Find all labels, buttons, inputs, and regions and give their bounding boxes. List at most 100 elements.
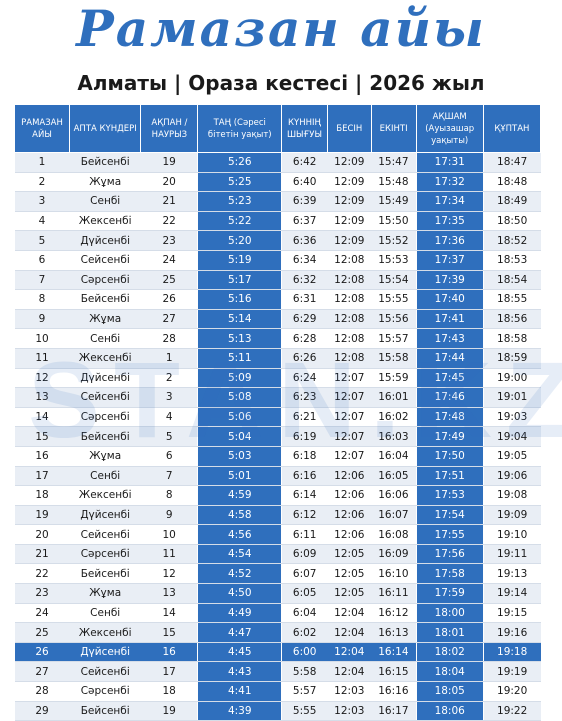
table-row: 10 Сенбі 28 5:13 6:28 12:08 15:57 17:43 18:58	[14, 328, 541, 349]
date-cell: 9	[140, 505, 198, 526]
noon-time-cell: 12:09	[327, 211, 372, 232]
sunrise-time-cell: 6:40	[281, 172, 328, 193]
dawn-time-cell: 5:16	[197, 289, 283, 310]
iftar-time-cell: 17:50	[415, 446, 484, 467]
afternoon-time-cell: 16:10	[371, 563, 417, 585]
weekday-cell: Дүйсенбі	[69, 230, 141, 251]
iftar-time-cell: 17:39	[415, 270, 484, 291]
night-time-cell: 18:59	[483, 348, 541, 369]
weekday-cell: Сейсенбі	[69, 661, 141, 683]
afternoon-time-cell: 15:55	[371, 289, 417, 310]
dawn-time-cell: 4:41	[197, 681, 283, 702]
sunrise-time-cell: 6:19	[281, 426, 328, 447]
table-row: 7 Сәрсенбі 25 5:17 6:32 12:08 15:54 17:39 18:54	[14, 270, 541, 291]
afternoon-time-cell: 16:07	[371, 505, 417, 526]
iftar-time-cell: 17:36	[415, 230, 484, 251]
ramadan-day-cell: 17	[14, 466, 70, 487]
iftar-time-cell: 18:06	[415, 701, 484, 721]
date-cell: 19	[140, 152, 198, 173]
afternoon-time-cell: 16:06	[371, 485, 417, 506]
weekday-cell: Сәрсенбі	[69, 407, 141, 428]
weekday-cell: Сенбі	[69, 191, 141, 212]
noon-time-cell: 12:04	[327, 603, 372, 624]
ramadan-day-cell: 22	[14, 563, 70, 585]
table-row: 13 Сейсенбі 3 5:08 6:23 12:07 16:01 17:46 19:01	[14, 387, 541, 408]
iftar-time-cell: 17:54	[415, 505, 484, 526]
sunrise-time-cell: 6:16	[281, 466, 328, 487]
night-time-cell: 19:03	[483, 407, 541, 428]
dawn-time-cell: 5:03	[197, 446, 283, 467]
table-row: 2 Жұма 20 5:25 6:40 12:09 15:48 17:32 18:48	[14, 172, 541, 193]
afternoon-time-cell: 16:12	[371, 603, 417, 624]
table-row: 21 Сәрсенбі 11 4:54 6:09 12:05 16:09 17:56 19:11	[14, 544, 541, 565]
table-row: 14 Сәрсенбі 4 5:06 6:21 12:07 16:02 17:48 19:03	[14, 407, 541, 428]
dawn-time-cell: 5:01	[197, 466, 283, 487]
sunrise-time-cell: 6:36	[281, 230, 328, 251]
night-time-cell: 19:15	[483, 603, 541, 624]
date-cell: 14	[140, 603, 198, 624]
noon-time-cell: 12:09	[327, 152, 372, 173]
afternoon-time-cell: 16:08	[371, 524, 417, 545]
iftar-time-cell: 18:00	[415, 603, 484, 624]
ramadan-day-cell: 29	[14, 701, 70, 721]
table-row: 26 Дүйсенбі 16 4:45 6:00 12:04 16:14 18:02 19:18	[14, 642, 541, 663]
table-header-row: РАМАЗАН АЙЫ АПТА КҮНДЕРІ АҚПАН / НАУРЫЗ …	[13, 104, 542, 153]
night-time-cell: 19:19	[483, 661, 541, 683]
afternoon-time-cell: 15:59	[371, 368, 417, 389]
table-row: 19 Дүйсенбі 9 4:58 6:12 12:06 16:07 17:54 19:09	[14, 505, 541, 526]
ramadan-day-cell: 9	[14, 309, 70, 330]
noon-time-cell: 12:04	[327, 642, 372, 663]
date-cell: 19	[140, 701, 198, 721]
noon-time-cell: 12:09	[327, 230, 372, 251]
night-time-cell: 19:01	[483, 387, 541, 408]
dawn-time-cell: 5:26	[197, 152, 283, 173]
sunrise-time-cell: 6:23	[281, 387, 328, 408]
dawn-time-cell: 4:43	[197, 661, 283, 683]
iftar-time-cell: 17:45	[415, 368, 484, 389]
noon-time-cell: 12:09	[327, 191, 372, 212]
afternoon-time-cell: 15:50	[371, 211, 417, 232]
dawn-time-cell: 5:22	[197, 211, 283, 232]
iftar-time-cell: 17:58	[415, 563, 484, 585]
header-ramadan-day: РАМАЗАН АЙЫ	[13, 104, 71, 153]
iftar-time-cell: 17:56	[415, 544, 484, 565]
sunrise-time-cell: 6:09	[281, 544, 328, 565]
table-row: 15 Бейсенбі 5 5:04 6:19 12:07 16:03 17:49 19:04	[14, 426, 541, 447]
night-time-cell: 19:18	[483, 642, 541, 663]
weekday-cell: Сенбі	[69, 466, 141, 487]
dawn-time-cell: 5:04	[197, 426, 283, 447]
table-row: 16 Жұма 6 5:03 6:18 12:07 16:04 17:50 19:05	[14, 446, 541, 467]
weekday-cell: Бейсенбі	[69, 289, 141, 310]
ramadan-day-cell: 8	[14, 289, 70, 310]
dawn-time-cell: 5:19	[197, 250, 283, 271]
noon-time-cell: 12:04	[327, 622, 372, 643]
weekday-cell: Сәрсенбі	[69, 270, 141, 291]
noon-time-cell: 12:08	[327, 250, 372, 271]
weekday-cell: Жексенбі	[69, 622, 141, 643]
ramadan-day-cell: 26	[14, 642, 70, 663]
ramadan-day-cell: 25	[14, 622, 70, 643]
iftar-time-cell: 17:48	[415, 407, 484, 428]
date-cell: 22	[140, 211, 198, 232]
sunrise-time-cell: 6:37	[281, 211, 328, 232]
ramadan-day-cell: 23	[14, 583, 70, 604]
afternoon-time-cell: 16:15	[371, 661, 417, 683]
date-cell: 5	[140, 426, 198, 447]
afternoon-time-cell: 15:56	[371, 309, 417, 330]
header-iftar: АҚШАМ (Ауызашар уақыты)	[415, 104, 484, 153]
dawn-time-cell: 5:13	[197, 328, 283, 349]
ramadan-day-cell: 20	[14, 524, 70, 545]
noon-time-cell: 12:05	[327, 563, 372, 585]
dawn-time-cell: 4:56	[197, 524, 283, 545]
dawn-time-cell: 4:58	[197, 505, 283, 526]
noon-time-cell: 12:08	[327, 270, 372, 291]
dawn-time-cell: 4:54	[197, 544, 283, 565]
dawn-time-cell: 5:11	[197, 348, 283, 369]
noon-time-cell: 12:08	[327, 309, 372, 330]
ramadan-day-cell: 4	[14, 211, 70, 232]
noon-time-cell: 12:06	[327, 505, 372, 526]
ramadan-schedule-table: РАМАЗАН АЙЫ АПТА КҮНДЕРІ АҚПАН / НАУРЫЗ …	[13, 104, 542, 721]
afternoon-time-cell: 15:49	[371, 191, 417, 212]
night-time-cell: 19:08	[483, 485, 541, 506]
afternoon-time-cell: 16:03	[371, 426, 417, 447]
